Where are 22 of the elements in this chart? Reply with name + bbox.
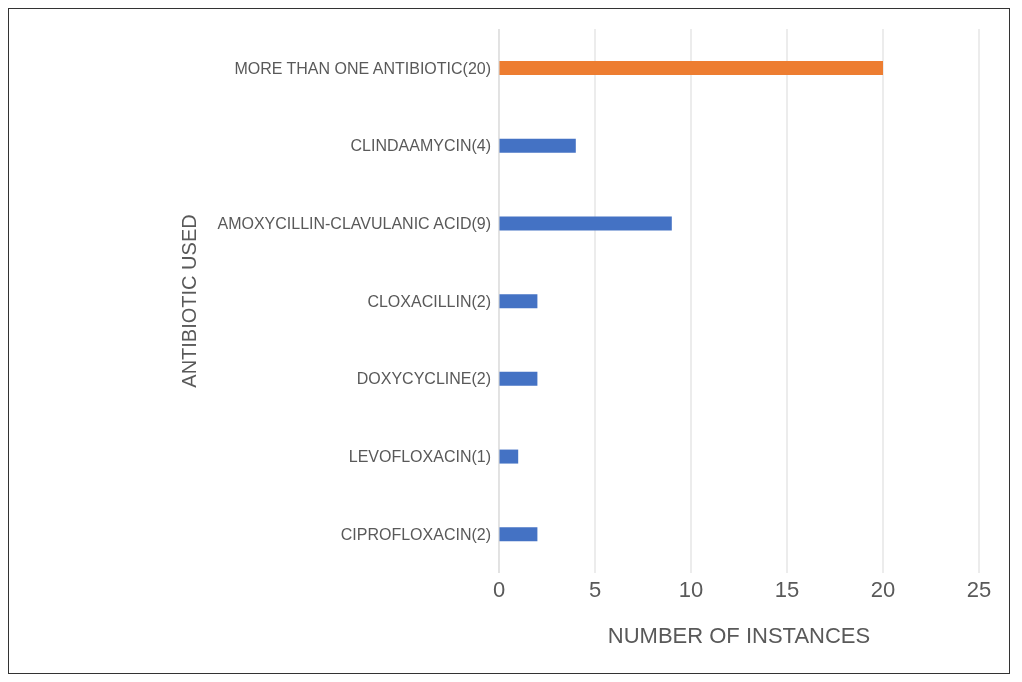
bar xyxy=(499,371,538,386)
x-axis-title: NUMBER OF INSTANCES xyxy=(607,623,871,648)
bar xyxy=(499,449,519,464)
x-tick-label: 20 xyxy=(870,576,896,602)
y-tick-label: DOXYCYCLINE(2) xyxy=(356,370,491,388)
y-tick-label: AMOXYCILLIN-CLAVULANIC ACID(9) xyxy=(217,214,491,232)
bar xyxy=(499,527,538,542)
y-axis-title: ANTIBIOTIC USED xyxy=(178,214,201,388)
y-tick-label: LEVOFLOXACIN(1) xyxy=(348,448,491,466)
x-tick-label: 15 xyxy=(774,576,800,602)
x-tick-label: 0 xyxy=(492,576,506,602)
bar xyxy=(499,216,672,231)
y-tick-label: CLINDAAMYCIN(4) xyxy=(350,137,491,155)
x-tick-label: 25 xyxy=(966,576,992,602)
x-tick-label: 5 xyxy=(588,576,602,602)
x-tick-label: 10 xyxy=(678,576,704,602)
y-tick-label: CIPROFLOXACIN(2) xyxy=(340,525,491,543)
y-tick-label: CLOXACILLIN(2) xyxy=(367,292,491,310)
bar xyxy=(499,61,883,75)
bar xyxy=(499,294,538,309)
y-tick-label: MORE THAN ONE ANTIBIOTIC(20) xyxy=(234,59,491,77)
bar xyxy=(499,138,576,153)
